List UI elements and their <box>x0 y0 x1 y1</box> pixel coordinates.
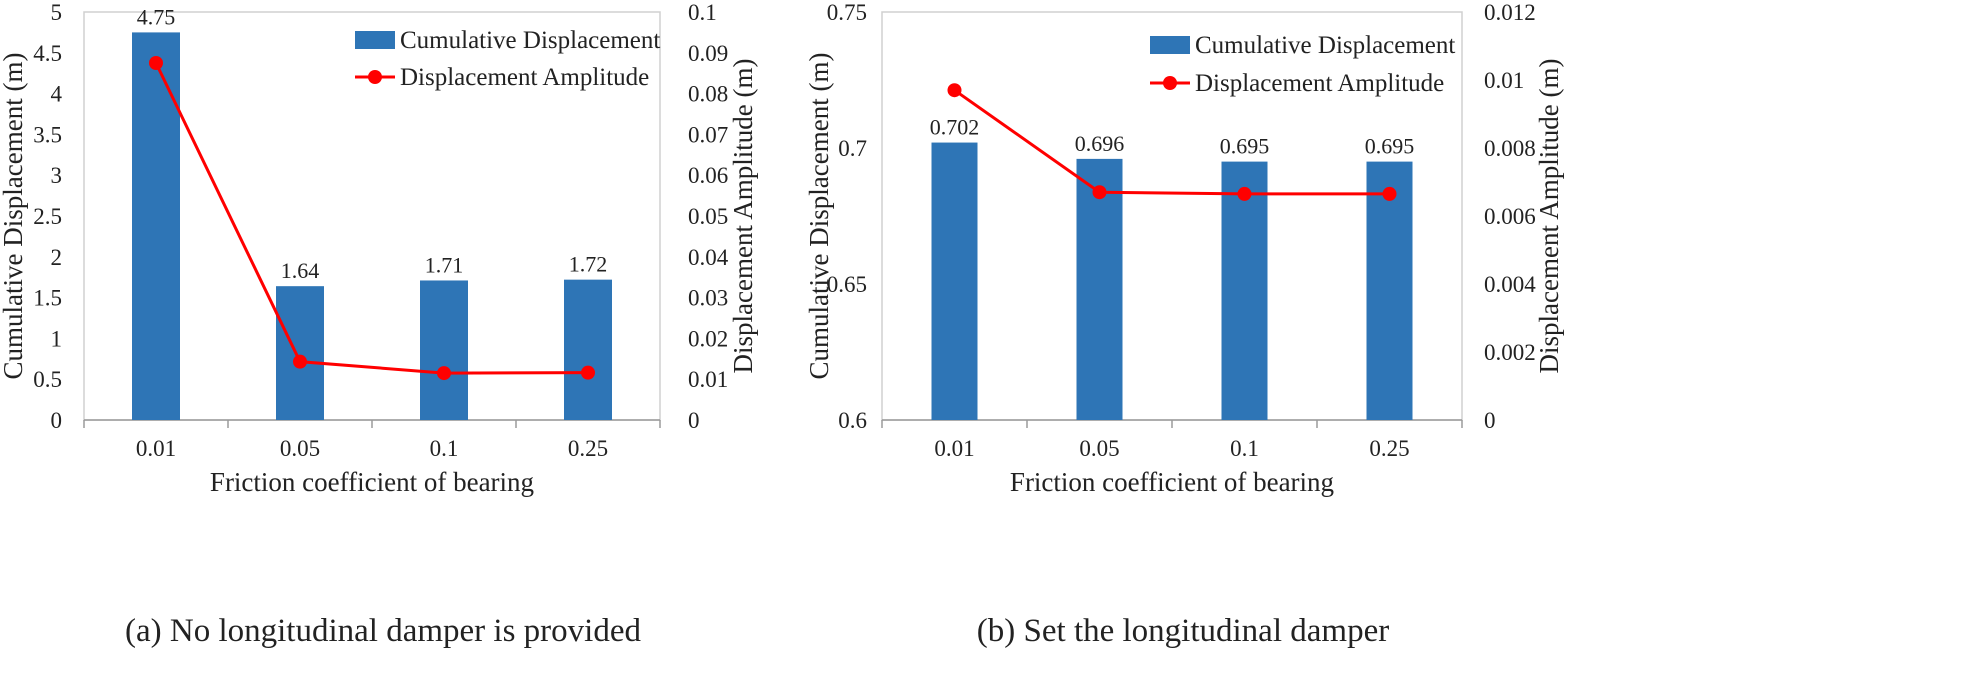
bar <box>564 279 612 420</box>
bar-data-label: 1.71 <box>425 252 464 277</box>
amplitude-marker <box>293 354 307 369</box>
bar <box>1366 161 1413 420</box>
x-axis-title: Friction coefficient of bearing <box>1010 467 1334 497</box>
amplitude-line <box>953 88 1390 196</box>
y2-tick-label: 0.01 <box>688 367 728 392</box>
bar-data-label: 0.695 <box>1365 134 1415 159</box>
y2-tick-label: 0.03 <box>688 286 728 311</box>
chart-b: 0.6 0.65 0.7 0.75 0 0.002 0.004 0.006 0.008 0.01 0… <box>804 0 1564 649</box>
amplitude-marker <box>947 83 962 98</box>
amplitude-marker <box>1382 186 1397 201</box>
y2-tick-label: 0 <box>688 408 700 433</box>
y-tick-label: 2.5 <box>33 204 62 229</box>
legend-line-marker <box>368 70 382 84</box>
amplitude-marker <box>1092 185 1107 200</box>
y2-tick-label: 0.06 <box>688 163 728 188</box>
y-tick-label: 1 <box>51 326 63 351</box>
bar <box>1221 161 1268 420</box>
y2-tick-label: 0.08 <box>688 82 728 107</box>
x-tick-label: 0.05 <box>1079 436 1119 461</box>
amplitude-marker <box>149 56 163 70</box>
bar <box>132 32 180 421</box>
y-tick-label: 0.75 <box>827 0 867 25</box>
y2-tick-label: 0.02 <box>688 326 728 351</box>
amplitude-line <box>154 62 589 375</box>
bar-data-label: 0.702 <box>930 115 980 140</box>
y2-tick-label: 0 <box>1484 408 1496 433</box>
amplitude-marker <box>437 366 451 381</box>
y2-tick-label: 0.008 <box>1484 136 1536 161</box>
x-tick-label: 0.01 <box>934 436 974 461</box>
y-tick-label: 4.5 <box>33 41 62 66</box>
x-tick-label: 0.01 <box>136 436 176 461</box>
y-axis-title: Cumulative Displacement (m) <box>804 53 834 380</box>
y2-tick-label: 0.002 <box>1484 340 1536 365</box>
y-tick-label: 5 <box>51 0 63 25</box>
y-tick-label: 4 <box>51 82 63 107</box>
bar-data-label: 4.75 <box>137 4 176 29</box>
amplitude-marker <box>1237 186 1252 201</box>
bar <box>931 142 978 420</box>
y2-tick-label: 0.012 <box>1484 0 1536 25</box>
bar <box>276 286 324 420</box>
y-tick-label: 2 <box>51 245 63 270</box>
legend-line-label: Displacement Amplitude <box>1195 70 1444 97</box>
bar-data-label: 0.695 <box>1220 134 1270 159</box>
amplitude-marker <box>581 365 595 380</box>
bar-data-label: 1.64 <box>281 258 320 283</box>
x-tick-label: 0.05 <box>280 436 320 461</box>
legend-line-marker <box>1163 76 1177 90</box>
y2-tick-label: 0.006 <box>1484 204 1536 229</box>
x-axis-title: Friction coefficient of bearing <box>210 467 534 497</box>
legend-bar-label: Cumulative Displacement <box>1195 32 1455 59</box>
chart-a: 0 0.5 1 1.5 2 2.5 3 3.5 4 4.5 5 0 0.01 0.02 0.03 0.04 0.… <box>0 0 758 649</box>
legend-bar-swatch <box>355 31 395 49</box>
x-tick-label: 0.1 <box>1230 436 1259 461</box>
x-tick-label: 0.25 <box>568 436 608 461</box>
legend-bar-label: Cumulative Displacement <box>400 27 660 54</box>
y2-tick-label: 0.05 <box>688 204 728 229</box>
y2-tick-label: 0.01 <box>1484 68 1524 93</box>
y2-axis-title: Displacement Amplitude (m) <box>728 59 758 374</box>
y2-axis-title: Displacement Amplitude (m) <box>1534 59 1564 374</box>
chart-caption: (b) Set the longitudinal damper <box>977 613 1389 649</box>
chart-caption: (a) No longitudinal damper is provided <box>125 613 641 649</box>
bar-data-label: 1.72 <box>569 252 608 277</box>
y-tick-label: 3.5 <box>33 122 62 147</box>
x-tick-label: 0.25 <box>1369 436 1409 461</box>
y-tick-label: 1.5 <box>33 286 62 311</box>
y-axis-title: Cumulative Displacement (m) <box>0 53 28 380</box>
y2-tick-label: 0.09 <box>688 41 728 66</box>
legend-bar-swatch <box>1150 36 1190 54</box>
y2-tick-label: 0.1 <box>688 0 717 25</box>
bar-data-label: 0.696 <box>1075 131 1125 156</box>
y-tick-label: 0.65 <box>827 272 867 297</box>
y2-tick-label: 0.07 <box>688 122 728 147</box>
y-tick-label: 0.6 <box>838 408 867 433</box>
y2-tick-label: 0.004 <box>1484 272 1536 297</box>
y-tick-label: 0.7 <box>838 136 867 161</box>
x-tick-label: 0.1 <box>430 436 459 461</box>
bar <box>420 280 468 420</box>
y-tick-label: 3 <box>51 163 63 188</box>
legend-line-label: Displacement Amplitude <box>400 64 649 91</box>
y2-tick-label: 0.04 <box>688 245 729 270</box>
y-tick-label: 0 <box>51 408 63 433</box>
bar <box>1076 158 1123 420</box>
y-tick-label: 0.5 <box>33 367 62 392</box>
